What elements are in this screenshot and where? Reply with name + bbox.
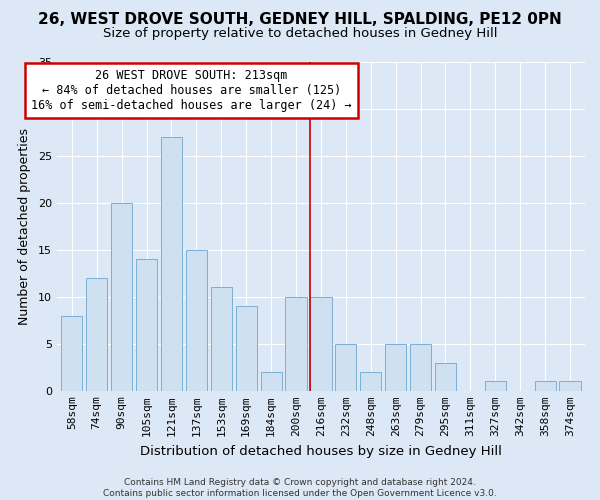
- Bar: [360, 372, 382, 391]
- Y-axis label: Number of detached properties: Number of detached properties: [18, 128, 31, 324]
- X-axis label: Distribution of detached houses by size in Gedney Hill: Distribution of detached houses by size …: [140, 444, 502, 458]
- Bar: [111, 202, 132, 391]
- Bar: [485, 382, 506, 391]
- Bar: [310, 296, 332, 391]
- Bar: [435, 362, 456, 391]
- Bar: [385, 344, 406, 391]
- Bar: [260, 372, 281, 391]
- Bar: [535, 382, 556, 391]
- Text: Contains HM Land Registry data © Crown copyright and database right 2024.
Contai: Contains HM Land Registry data © Crown c…: [103, 478, 497, 498]
- Bar: [286, 296, 307, 391]
- Text: 26, WEST DROVE SOUTH, GEDNEY HILL, SPALDING, PE12 0PN: 26, WEST DROVE SOUTH, GEDNEY HILL, SPALD…: [38, 12, 562, 28]
- Text: Size of property relative to detached houses in Gedney Hill: Size of property relative to detached ho…: [103, 28, 497, 40]
- Bar: [186, 250, 207, 391]
- Bar: [86, 278, 107, 391]
- Bar: [559, 382, 581, 391]
- Bar: [211, 288, 232, 391]
- Text: 26 WEST DROVE SOUTH: 213sqm
← 84% of detached houses are smaller (125)
16% of se: 26 WEST DROVE SOUTH: 213sqm ← 84% of det…: [31, 69, 352, 112]
- Bar: [335, 344, 356, 391]
- Bar: [410, 344, 431, 391]
- Bar: [136, 259, 157, 391]
- Bar: [161, 137, 182, 391]
- Bar: [236, 306, 257, 391]
- Bar: [61, 316, 82, 391]
